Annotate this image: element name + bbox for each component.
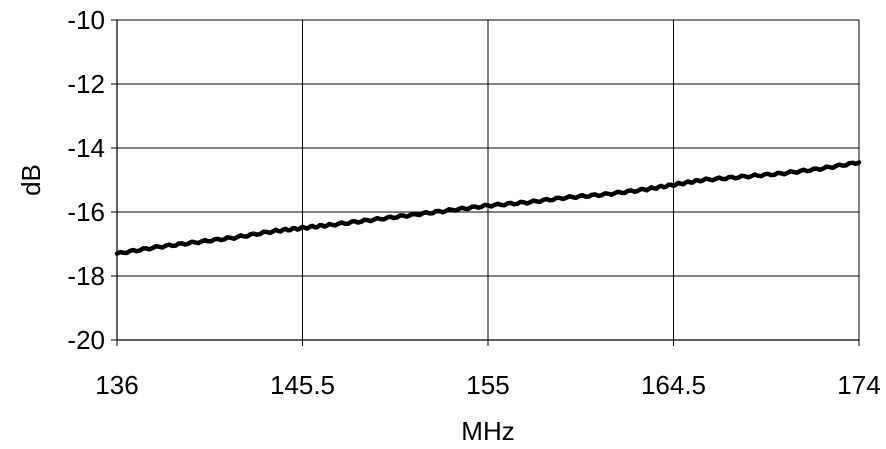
y-tick-label-2: -14: [67, 133, 105, 163]
x-tick-label-3: 164.5: [641, 370, 706, 400]
y-tick-label-1: -12: [67, 69, 105, 99]
y-tick-label-5: -20: [67, 325, 105, 355]
x-tick-label-1: 145.5: [270, 370, 335, 400]
y-tick-label-3: -16: [67, 197, 105, 227]
axes: [111, 19, 860, 346]
x-tick-label-2: 155: [466, 370, 509, 400]
series-line-0: [114, 160, 862, 256]
series-group: [114, 160, 862, 256]
tick-labels: -10 -12 -14 -16 -18 -20 136 145.5 155 164.5 174: [67, 5, 880, 400]
y-tick-label-4: -18: [67, 261, 105, 291]
x-tick-label-0: 136: [95, 370, 138, 400]
y-tick-label-0: -10: [67, 5, 105, 35]
x-tick-label-4: 174: [837, 370, 880, 400]
y-axis-title: dB: [16, 164, 46, 196]
gridlines: [116, 19, 860, 341]
x-axis-title: MHz: [461, 416, 514, 446]
